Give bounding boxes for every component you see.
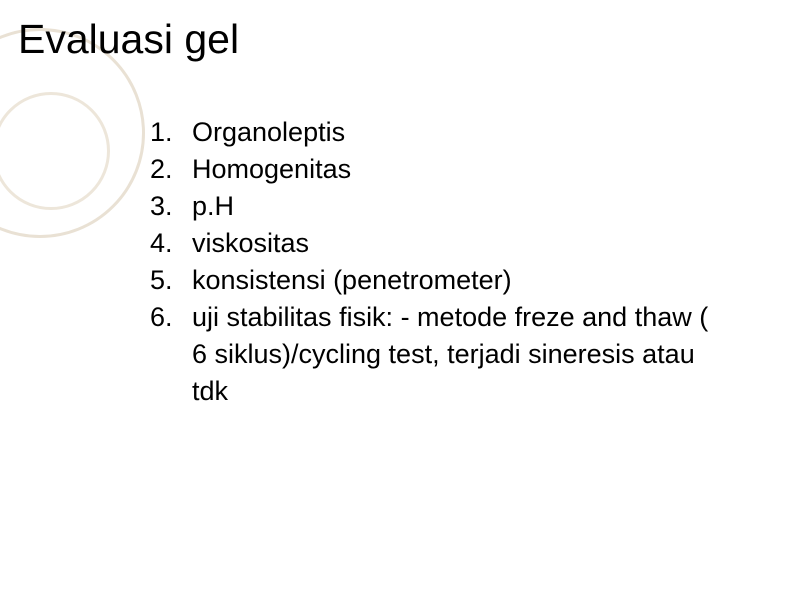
list-item-text: viskositas [192, 228, 309, 258]
list-item-text: Organoleptis [192, 117, 345, 147]
list-item-text: p.H [192, 191, 234, 221]
slide-content: Organoleptis Homogenitas p.H viskositas … [150, 114, 710, 410]
list-item: viskositas [150, 225, 710, 262]
list-item-text: uji stabilitas fisik: - metode freze and… [192, 302, 708, 406]
list-item-text: konsistensi (penetrometer) [192, 265, 512, 295]
list-item: Organoleptis [150, 114, 710, 151]
evaluation-list: Organoleptis Homogenitas p.H viskositas … [150, 114, 710, 410]
slide: Evaluasi gel Organoleptis Homogenitas p.… [0, 0, 794, 595]
list-item: konsistensi (penetrometer) [150, 262, 710, 299]
list-item-text: Homogenitas [192, 154, 351, 184]
list-item: uji stabilitas fisik: - metode freze and… [150, 299, 710, 410]
slide-title: Evaluasi gel [18, 16, 239, 63]
list-item: p.H [150, 188, 710, 225]
list-item: Homogenitas [150, 151, 710, 188]
